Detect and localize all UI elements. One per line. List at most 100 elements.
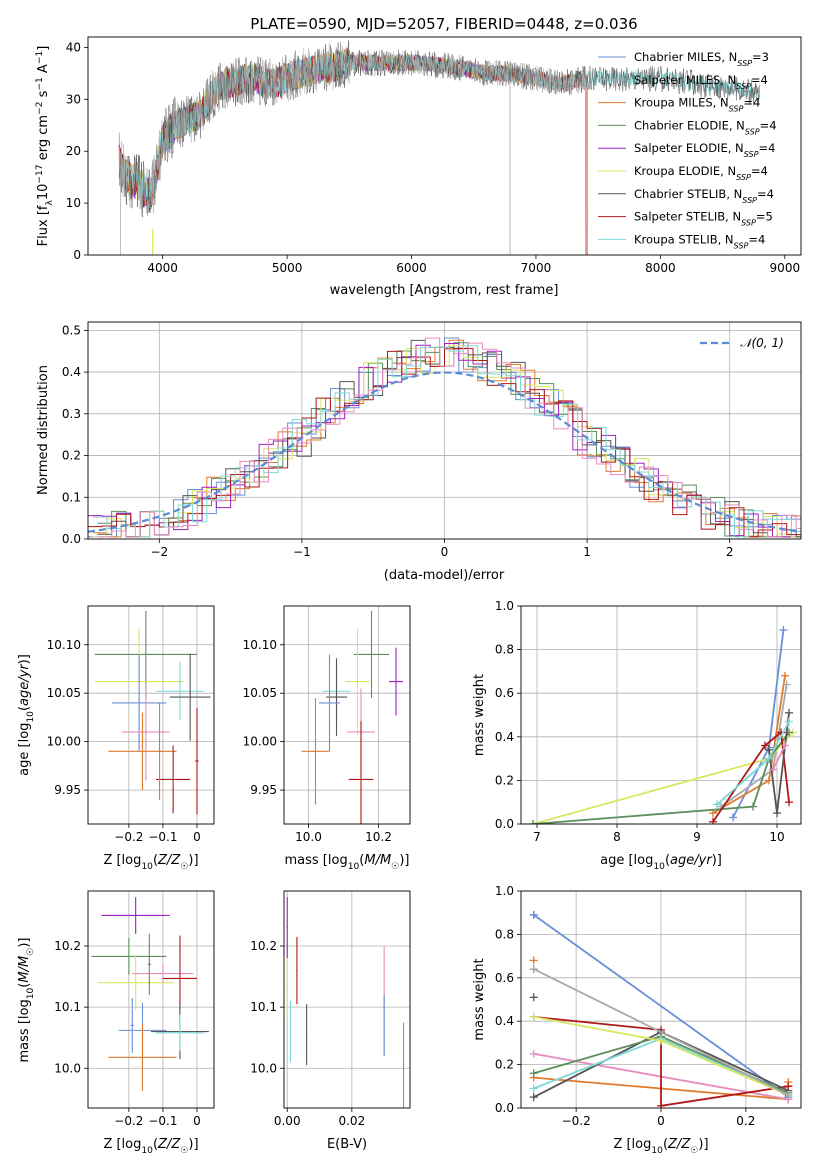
- weight-line: [712, 730, 790, 823]
- x-axis-label: E(B-V): [327, 1137, 367, 1152]
- plus-marker: [657, 1101, 665, 1108]
- histogram-series: [88, 348, 801, 538]
- error-bar-point: [383, 994, 385, 1057]
- error-bar-point: [345, 628, 370, 735]
- error-bar-point: [108, 1023, 177, 1091]
- plus-marker: [709, 817, 717, 824]
- x-tick-label: 0: [193, 1114, 201, 1128]
- y-axis-label: mass [log10(M/M☉)]: [17, 938, 36, 1063]
- x-tick-label: 0.2: [736, 1114, 755, 1128]
- plus-marker: [529, 1049, 538, 1058]
- y-tick-label: 0.6: [495, 686, 514, 700]
- x-tick-label: −0.1: [148, 830, 177, 844]
- y-tick-label: 10.2: [54, 939, 81, 953]
- y-tick-label: 10.1: [54, 1000, 81, 1014]
- spectrum-line: [118, 41, 586, 255]
- panel-mass-age: 10.0 10.2 9.95 10.00 10.05 10.10: [243, 605, 411, 844]
- error-bar-point: [354, 610, 389, 699]
- plus-marker: [769, 765, 777, 774]
- x-tick-label: 5000: [272, 261, 303, 275]
- error-bar-point: [348, 721, 374, 824]
- error-bar-point: [108, 712, 177, 791]
- y-tick-label: 10.05: [47, 686, 81, 700]
- axes-frame: [87, 890, 215, 1109]
- legend-label: Salpeter MILES, NSSP=4: [634, 73, 768, 91]
- y-tick-label: 10.2: [250, 939, 277, 953]
- y-tick-label: 0.4: [62, 365, 81, 379]
- x-tick-label: −0.2: [114, 830, 143, 844]
- y-tick-label: 0.3: [62, 407, 81, 421]
- error-bar-point: [296, 936, 298, 1005]
- x-axis-label: mass [log10(M/M☉)]: [285, 853, 410, 872]
- error-bar-point: [169, 653, 211, 741]
- plus-marker: [529, 820, 537, 824]
- plus-marker: [529, 1084, 538, 1093]
- plot-area: [91, 897, 209, 1091]
- plus-marker: [773, 809, 781, 818]
- plus-marker: [529, 956, 538, 965]
- axes-frame: [520, 890, 802, 1109]
- plus-marker: [784, 1090, 793, 1099]
- error-bar-point: [289, 1001, 292, 1063]
- y-tick-label: 0.4: [495, 730, 514, 744]
- plus-marker: [765, 754, 773, 763]
- x-tick-label: 7000: [521, 261, 552, 275]
- plot-area: [118, 40, 761, 255]
- x-tick-label: 9000: [770, 261, 801, 275]
- x-tick-label: 10: [769, 830, 784, 844]
- x-tick-label: 10.0: [295, 830, 322, 844]
- error-bar-point: [122, 683, 170, 781]
- error-bar-point: [98, 955, 174, 1011]
- plot-area: [88, 337, 801, 538]
- x-tick-label: −0.2: [562, 1114, 591, 1128]
- panel-EBV-mass: 0.00 0.02 10.0 10.1 10.2: [250, 890, 411, 1128]
- y-tick-label: 0.8: [495, 643, 514, 657]
- plus-marker: [765, 776, 773, 785]
- error-bar-point: [305, 1004, 308, 1066]
- x-axis-label: age [log10(age/yr)]: [600, 853, 722, 872]
- spectrum-line: [118, 47, 511, 255]
- error-bar-point: [156, 745, 191, 814]
- x-tick-label: 0: [657, 1114, 665, 1128]
- plus-marker: [761, 741, 769, 750]
- y-tick-label: 0: [73, 248, 81, 262]
- axes-frame: [283, 890, 411, 1109]
- x-axis-label: wavelength [Angstrom, rest frame]: [330, 283, 559, 298]
- plus-marker: [529, 910, 538, 919]
- panel-Z-age: −0.2 −0.1 0 9.95 10.00 10.05 10.10: [47, 605, 215, 844]
- plus-marker: [785, 798, 793, 807]
- x-axis-label: (data-model)/error: [384, 568, 505, 583]
- y-tick-label: 1.0: [495, 599, 514, 613]
- error-bar-point: [195, 707, 199, 815]
- weight-line: [533, 1016, 789, 1107]
- y-tick-label: 0.8: [495, 927, 514, 941]
- y-tick-label: 10.0: [54, 1061, 81, 1075]
- plot-area: [286, 897, 405, 1108]
- x-tick-label: 10.2: [365, 830, 392, 844]
- axes-frame: [283, 605, 411, 825]
- legend-label: Chabrier MILES, NSSP=3: [634, 50, 769, 68]
- error-bar-point: [132, 964, 194, 983]
- legend: Chabrier MILES, NSSP=3 Salpeter MILES, NS…: [598, 50, 777, 250]
- weight-line: [533, 968, 789, 1096]
- error-bar-point: [91, 938, 167, 975]
- y-tick-label: 10.1: [250, 1000, 277, 1014]
- plus-marker: [713, 800, 721, 809]
- x-axis-label: Z [log10(Z/Z☉)]: [103, 1137, 198, 1156]
- panel-age-massweight: 7 8 9 10 0.0 0.2 0.4 0.6 0.8 1.0: [495, 599, 802, 844]
- plot-area: [529, 910, 793, 1108]
- weight-line: [772, 745, 786, 770]
- panel-residuals: −2 −1 0 1 2 0.0 0.1 0.2 0.3 0.4 0.5 𝒩(0, 1): [62, 321, 802, 559]
- plus-marker: [782, 680, 791, 689]
- y-tick-label: 0.4: [495, 1014, 514, 1028]
- plot-area: [301, 610, 403, 824]
- legend-label: Salpeter STELIB, NSSP=5: [634, 210, 773, 228]
- plus-marker: [529, 965, 538, 974]
- y-tick-label: 20: [66, 144, 81, 158]
- y-axis-label: mass weight: [472, 674, 487, 756]
- error-bar-point: [389, 647, 403, 716]
- x-tick-label: −0.2: [114, 1114, 143, 1128]
- x-tick-label: 4000: [147, 261, 178, 275]
- y-tick-label: 0.2: [495, 1058, 514, 1072]
